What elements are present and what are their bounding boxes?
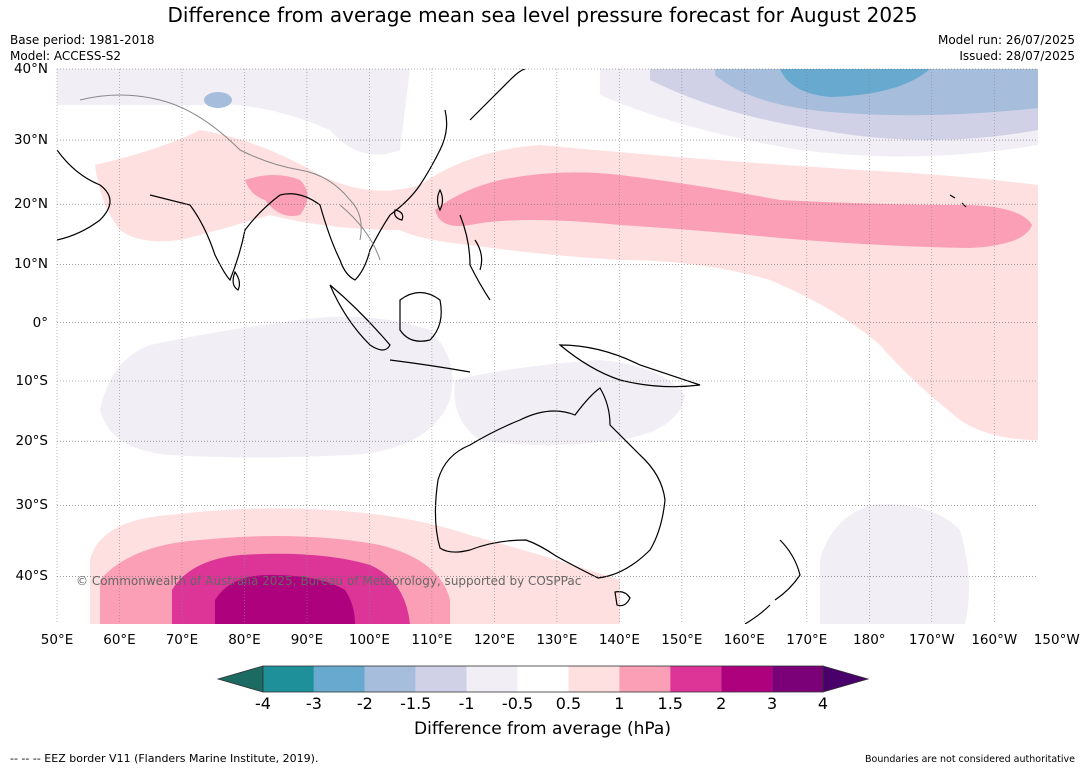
meta-right: Model run: 26/07/2025 Issued: 28/07/2025 [938,32,1075,64]
colorbar-swatch-2 [364,666,416,692]
lon-label-11: 160°E [723,632,765,648]
new-zealand-coast [744,539,801,624]
lat-label-2: 20°N [13,196,48,213]
model-run-text: Model run: 26/07/2025 [937,33,1075,47]
lon-label-10: 150°E [661,632,703,648]
lat-label-5: 10°S [15,372,49,389]
lat-label-3: 10°N [13,256,48,273]
lon-label-16: 150°W [1033,632,1080,648]
colorbar-label-2: -2 [356,694,373,713]
borders [79,94,381,261]
colorbar-label-7: 1 [614,694,625,713]
eez-footnote: -- -- -- EEZ border V11 (Flanders Marine… [10,752,319,765]
lon-label-5: 100°E [348,632,390,648]
arabia-coast [57,149,111,241]
colorbar-label-1: -3 [305,694,322,713]
colorbar-label-10: 3 [766,694,778,713]
sumatra-coast [329,284,391,351]
taiwan-coast [436,188,444,212]
colorbar-swatch-8 [670,666,722,692]
meta-left: Base period: 1981-2018 Model: ACCESS-S2 [10,32,155,64]
lon-label-3: 80°E [228,632,261,648]
lat-label-7: 30°S [15,497,49,514]
lon-label-2: 70°E [165,632,199,648]
lon-label-7: 120°E [473,632,515,648]
lon-label-15: 160°W [971,632,1018,648]
colorbar-swatch-10 [772,666,823,692]
lon-label-0: 50°E [40,632,74,648]
java-coast [389,359,471,373]
colorbar-label-0: -4 [255,694,271,713]
colorbar-label-9: 2 [716,694,727,713]
colorbar-swatch-9 [721,666,773,692]
anomaly-region-south-pos-core [215,575,355,624]
anomaly-region-pacific-pos [435,172,1032,248]
colorbar-swatch-3 [415,666,467,692]
anomaly-region-southpac-neg [820,504,969,624]
graticule [56,68,1038,624]
colorbar-arrow-low [216,665,264,693]
new-guinea-coast [558,344,701,388]
colorbar-swatch-0 [263,666,314,692]
colorbar-label-6: 0.5 [555,694,582,713]
colorbar-arrow-high [822,665,870,693]
lat-label-1: 30°N [13,132,48,149]
boundaries-footnote: Boundaries are not considered authoritat… [865,754,1075,765]
colorbar-swatch-1 [313,666,365,692]
colorbar-label-5: -0.5 [501,694,534,713]
philippines-coast [459,214,491,301]
anomaly-region-asia-neg [57,69,410,155]
japan-coast [469,69,526,121]
anomaly-region-tibet [204,92,232,108]
border-line [339,204,381,261]
anomaly-region-bay-bengal [245,175,308,216]
se-asia-coast [279,109,448,281]
tasmania-coast [614,591,631,607]
colorbar-label-4: -1 [458,694,475,713]
colorbar [216,665,870,693]
anomaly-region-neg-core [780,69,930,97]
borneo-coast [399,291,442,342]
map-title: Difference from average mean sea level p… [167,3,918,27]
colorbar-label-8: 1.5 [657,694,683,713]
hainan-coast [394,209,404,221]
lon-label-4: 90°E [290,632,324,648]
lon-label-14: 170°W [908,632,955,648]
colorbar-swatch-5 [517,666,569,692]
base-period-text: Base period: 1981-2018 [10,33,155,47]
lon-label-8: 130°E [536,632,578,648]
issued-text: Issued: 28/07/2025 [959,49,1075,63]
lon-label-9: 140°E [598,632,640,648]
lon-label-6: 110°E [411,632,453,648]
model-text: Model: ACCESS-S2 [10,49,122,63]
copyright-text: © Commonwealth of Australia 2025, Bureau… [76,574,582,588]
lat-label-6: 20°S [15,433,49,450]
colorbar-label-11: 4 [817,694,829,713]
colorbar-label-3: -1.5 [400,694,432,713]
sri-lanka-coast [232,270,241,291]
australia-coast [434,387,666,579]
colorbar-swatch-6 [568,666,620,692]
border-line [79,94,301,171]
hawaii-coast [949,194,967,208]
colorbar-frame [262,665,824,693]
anomaly-region-indian-neg [100,316,453,458]
lon-label-13: 180° [853,632,886,648]
colorbar-swatch-7 [619,666,671,692]
lat-label-8: 40°S [15,568,49,585]
colorbar-swatch-4 [466,666,518,692]
lon-label-1: 60°E [103,632,136,648]
colorbar-title: Difference from average (hPa) [414,719,671,739]
lon-label-12: 170°E [786,632,828,648]
lat-label-0: 40°N [13,61,48,77]
lat-label-4: 0° [32,314,48,331]
anomaly-field [57,69,1038,624]
